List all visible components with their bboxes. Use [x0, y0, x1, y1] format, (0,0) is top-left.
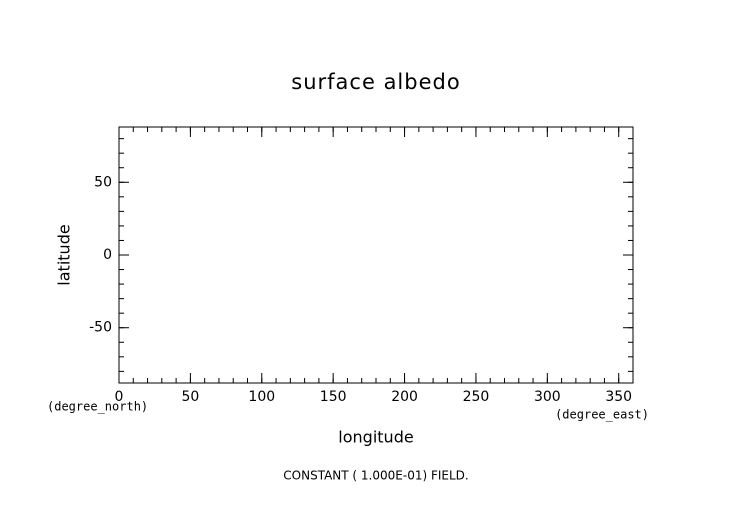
y-tick-label: 0 — [103, 247, 112, 263]
y-axis-label: latitude — [55, 224, 74, 285]
x-tick-label: 50 — [181, 389, 199, 405]
x-tick-label: 300 — [534, 389, 561, 405]
y-tick-label: 50 — [94, 174, 112, 190]
x-tick-label: 150 — [320, 389, 347, 405]
x-unit: (degree_east) — [555, 408, 649, 422]
x-tick-label: 250 — [463, 389, 490, 405]
annotation: CONSTANT ( 1.000E-01) FIELD. — [283, 469, 468, 483]
chart-title: surface albedo — [291, 70, 460, 94]
x-tick-label: 100 — [248, 389, 275, 405]
y-unit: (degree_north) — [47, 400, 148, 414]
y-tick-label: -50 — [89, 320, 112, 336]
x-tick-label: 200 — [391, 389, 418, 405]
x-axis-label: longitude — [338, 428, 413, 447]
plot-frame — [118, 126, 634, 384]
x-tick-label: 0 — [115, 389, 124, 405]
x-tick-label: 350 — [605, 389, 632, 405]
